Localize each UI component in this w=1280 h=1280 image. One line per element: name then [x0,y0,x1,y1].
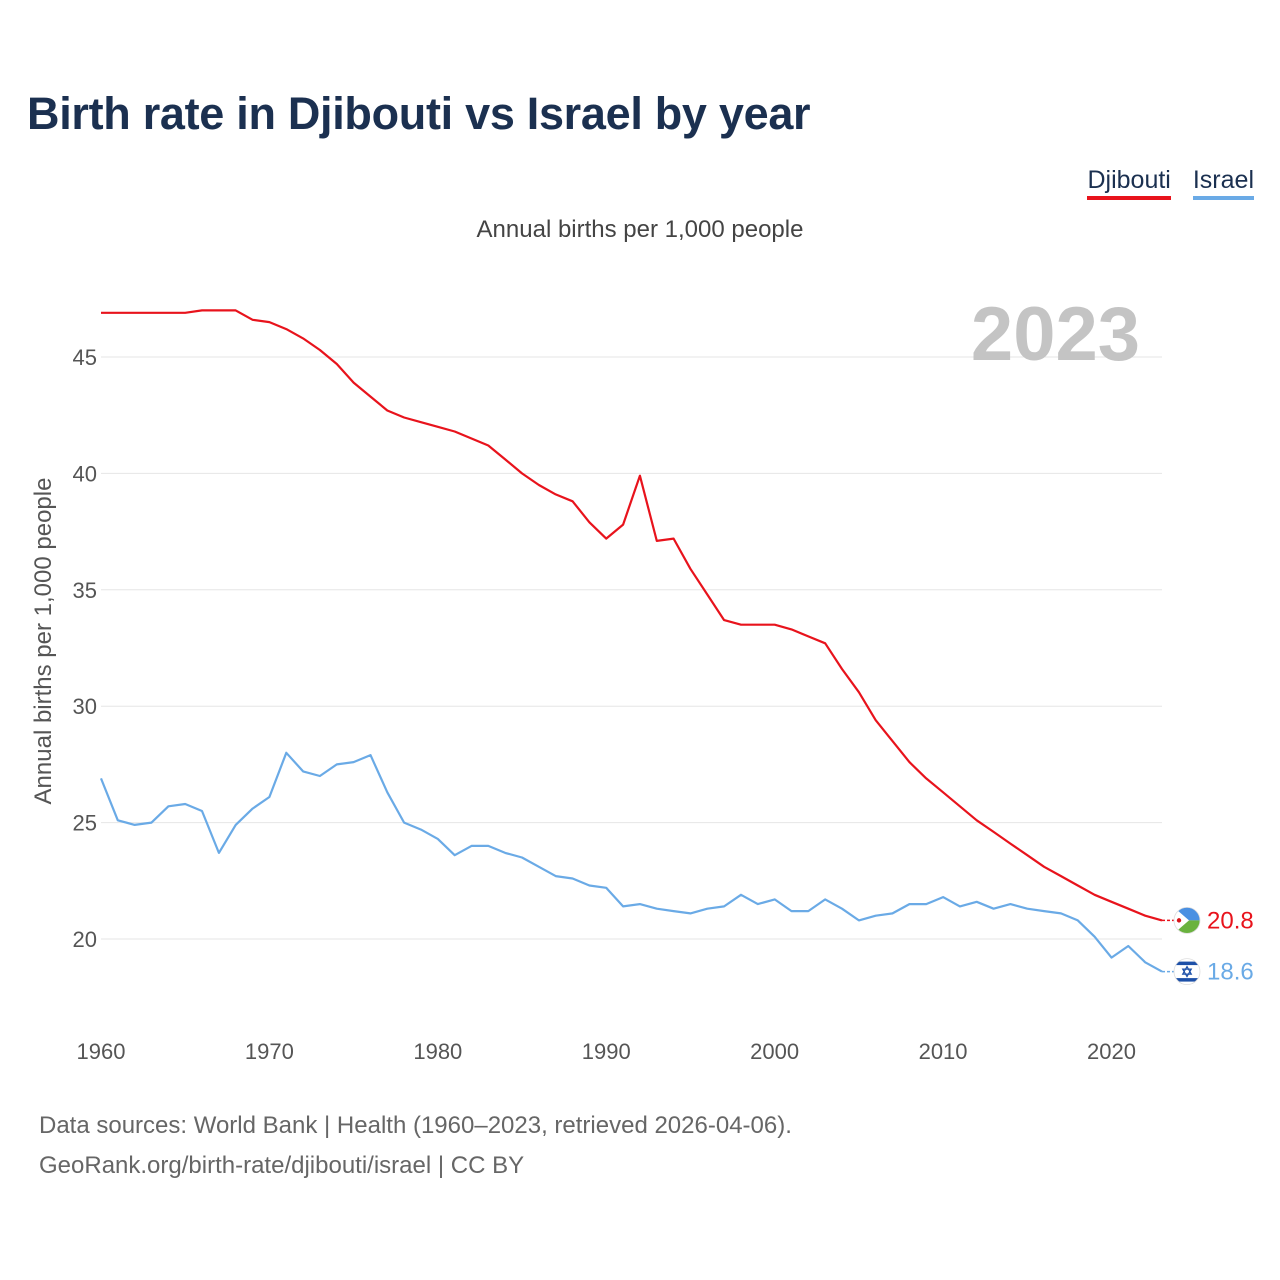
end-value-label-israel: 18.6 [1207,959,1254,986]
series-line-israel[interactable] [99,751,1163,973]
y-tick-label: 25 [73,811,97,836]
year-watermark: 2023 [971,292,1140,377]
y-tick-label: 30 [73,694,97,719]
y-tick-label: 40 [73,461,97,486]
y-axis-ticks: 20 25 30 35 40 45 [73,345,97,952]
gridlines [101,356,1162,940]
x-tick-label: 1960 [77,1039,126,1064]
x-tick-label: 1990 [582,1039,631,1064]
chart-subtitle: Annual births per 1,000 people [476,216,804,243]
source-url[interactable]: GeoRank.org/birth-rate/djibouti/israel |… [39,1152,525,1179]
source-note: Data sources: World Bank | Health (1960–… [39,1106,792,1186]
x-tick-label: 2010 [919,1039,968,1064]
series-lines [99,309,1163,973]
x-tick-label: 2000 [750,1039,799,1064]
y-tick-label: 35 [73,578,97,603]
y-tick-label: 20 [73,927,97,952]
y-axis-label: Annual births per 1,000 people [30,478,57,805]
legend: Djibouti Israel [1087,166,1254,200]
x-axis-ticks: 1960 1970 1980 1990 2000 2010 2020 [77,1039,1136,1064]
end-markers: 20.8 18.6 [1162,906,1254,986]
x-tick-label: 1980 [413,1039,462,1064]
chart-title: Birth rate in Djibouti vs Israel by year [27,88,811,139]
legend-item-israel[interactable]: Israel [1192,166,1254,200]
line-chart: 2023 20 25 30 35 40 45 1960 1970 1980 1990 2000 20… [30,292,1254,1064]
israel-flag-icon [1173,958,1201,985]
djibouti-flag-icon [1173,906,1201,934]
y-tick-label: 45 [73,345,97,370]
legend-item-djibouti[interactable]: Djibouti [1087,166,1171,200]
source-line: Data sources: World Bank | Health (1960–… [39,1112,792,1139]
end-value-label-djibouti: 20.8 [1207,907,1254,934]
x-tick-label: 2020 [1087,1039,1136,1064]
series-line-djibouti[interactable] [101,309,1163,922]
x-tick-label: 1970 [245,1039,294,1064]
